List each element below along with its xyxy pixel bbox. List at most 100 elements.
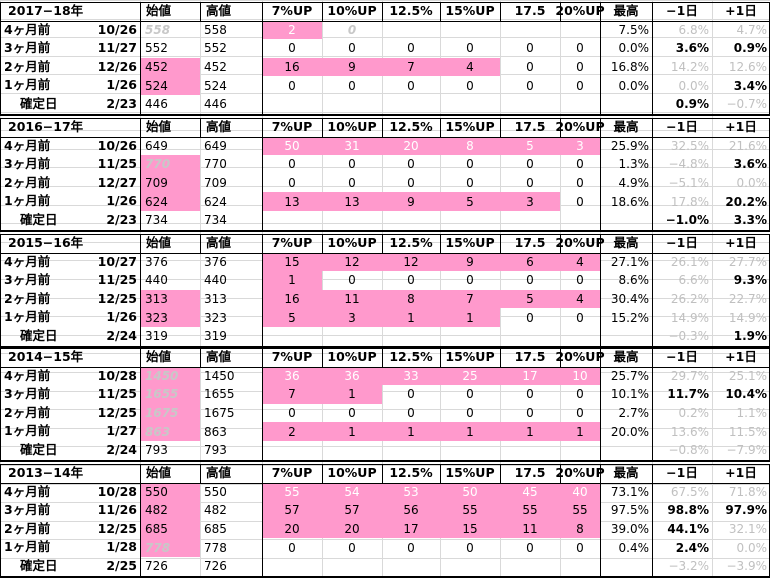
grid-line (262, 348, 263, 460)
column-header: 始値 (146, 235, 172, 251)
grid-line (0, 20, 770, 22)
section-year: 2017−18年 (8, 3, 84, 19)
column-header: 高値 (206, 119, 232, 135)
column-header: +1日 (725, 3, 757, 19)
level-count: 5 (440, 192, 500, 211)
max-gain: 25.7% (610, 368, 649, 383)
level-count: 25 (440, 366, 500, 386)
row-date: 11/25 (97, 272, 137, 288)
row-date: 1/26 (106, 309, 137, 325)
column-header: 12.5% (389, 3, 433, 19)
grid-line (140, 464, 141, 576)
row-label: 2ヶ月前 (4, 404, 51, 420)
confirm-label: 確定日 (20, 442, 58, 458)
minus-one-day: −4.8% (668, 157, 709, 172)
column-header: 最高 (613, 3, 639, 19)
grid-line (600, 2, 601, 114)
row-label: 4ヶ月前 (4, 367, 51, 383)
grid-line (0, 459, 770, 462)
confirm-minus-one-day: −0.8% (668, 443, 709, 458)
grid-line (140, 348, 141, 460)
row-label: 2ヶ月前 (4, 520, 51, 536)
minus-one-day: 44.1% (667, 522, 709, 537)
confirm-minus-one-day: −1.0% (665, 213, 709, 228)
max-gain: 18.6% (610, 194, 649, 209)
level-count: 3 (500, 192, 560, 211)
column-header: −1日 (666, 349, 698, 365)
row-date: 1/27 (106, 423, 137, 439)
row-date: 12/25 (97, 520, 137, 536)
open-price: 552 (145, 41, 168, 56)
level-count: 31 (322, 136, 382, 156)
confirm-high: 726 (204, 559, 227, 574)
high-price: 550 (204, 484, 227, 499)
grid-line (0, 229, 770, 232)
column-header: 17.5 (514, 3, 546, 19)
level-count: 16 (262, 289, 322, 309)
level-count: 0 (526, 78, 534, 93)
column-header: 17.5 (514, 235, 546, 251)
level-count: 9 (440, 252, 500, 272)
grid-line (0, 37, 770, 38)
column-header: 17.5 (514, 465, 546, 481)
grid-line (0, 186, 770, 187)
level-count: 0 (576, 78, 584, 93)
level-count: 2 (262, 422, 322, 441)
level-count: 5 (500, 289, 560, 309)
grid-line (0, 366, 770, 368)
plus-one-day: 0.9% (733, 41, 767, 56)
confirm-label: 確定日 (20, 212, 58, 228)
minus-one-day: 67.5% (670, 484, 709, 499)
high-price: 440 (204, 273, 227, 288)
row-date: 11/26 (97, 502, 137, 518)
max-gain: 20.0% (610, 424, 649, 439)
grid-line (560, 234, 561, 253)
level-count: 16 (262, 57, 322, 77)
high-price: 313 (204, 292, 227, 307)
plus-one-day: 22.7% (728, 292, 767, 307)
grid-line (140, 118, 141, 230)
level-count: 4 (560, 289, 600, 309)
open-price: 440 (145, 273, 168, 288)
grid-line (600, 464, 601, 576)
column-header: 最高 (613, 235, 639, 251)
level-count: 7 (262, 385, 322, 404)
level-count: 0 (466, 387, 474, 402)
level-count: 0 (526, 60, 534, 75)
level-count: 0 (407, 273, 415, 288)
max-gain: 27.1% (610, 254, 649, 269)
high-price: 452 (204, 60, 227, 75)
row-label: 2ヶ月前 (4, 290, 51, 306)
minus-one-day: 26.2% (670, 292, 709, 307)
confirm-open: 446 (145, 97, 168, 112)
column-header: 高値 (206, 465, 232, 481)
row-label: 1ヶ月前 (4, 423, 51, 439)
grid-line (0, 56, 770, 57)
grid-line (0, 482, 770, 484)
level-count: 54 (322, 482, 382, 502)
grid-line (140, 2, 141, 114)
grid-line (322, 348, 323, 367)
column-header: 20%UP (555, 349, 605, 365)
column-header: 20%UP (555, 3, 605, 19)
level-count: 9 (322, 57, 382, 77)
max-gain: 0.4% (618, 540, 650, 555)
level-count: 0 (348, 406, 356, 421)
open-price: 685 (140, 519, 200, 539)
level-count: 3 (322, 308, 382, 327)
level-count: 5 (500, 136, 560, 156)
max-gain: 1.3% (618, 157, 650, 172)
level-count: 0 (407, 157, 415, 172)
confirm-high: 734 (204, 213, 227, 228)
grid-line (600, 234, 601, 346)
level-count: 33 (382, 366, 440, 386)
confirm-label: 確定日 (20, 328, 58, 344)
open-price: 1655 (140, 385, 200, 404)
grid-line (0, 465, 770, 466)
row-label: 3ヶ月前 (4, 386, 51, 402)
grid-line (0, 391, 770, 392)
column-header: 20%UP (555, 465, 605, 481)
level-count: 0 (576, 406, 584, 421)
level-count: 0 (526, 22, 534, 37)
high-price: 709 (204, 176, 227, 191)
